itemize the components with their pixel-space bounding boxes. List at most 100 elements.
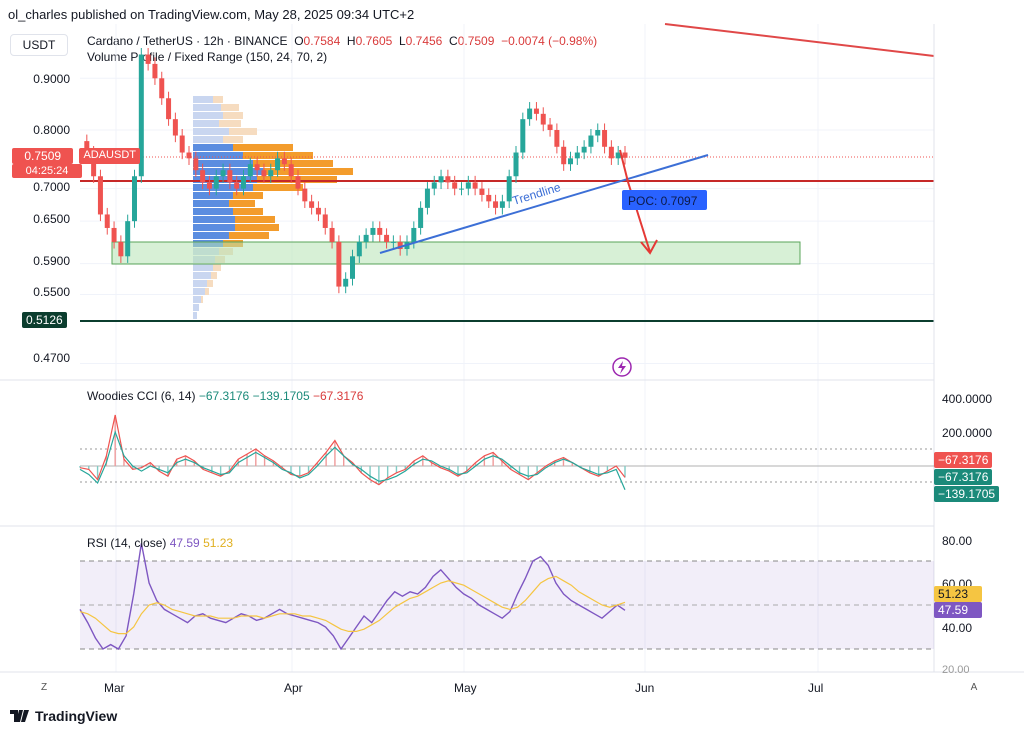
volume-bin-up [193, 272, 211, 279]
zoom-button[interactable]: Z [40, 681, 48, 693]
currency-button[interactable]: USDT [10, 34, 68, 56]
candle-body [220, 170, 226, 177]
poc-box [622, 190, 707, 210]
candle-body [322, 214, 328, 228]
rsi-ma-value: 51.23 [203, 536, 234, 550]
volume-bin-up [193, 216, 235, 223]
candle-body [452, 182, 458, 189]
candle-body [193, 158, 199, 171]
candle-body [111, 227, 117, 242]
volume-bin-up [193, 232, 229, 239]
cci-value-1: −67.3176 [198, 389, 250, 403]
volume-bin-down [219, 120, 241, 127]
candle-body [275, 158, 281, 171]
volume-profile [193, 96, 353, 319]
candle-body [561, 146, 567, 165]
last-price-tag: 0.7509 ADAUSDT 04:25:24 [12, 148, 140, 178]
price-tick: 0.9000 [33, 72, 70, 86]
candle-body [309, 201, 315, 208]
volume-bin-up [193, 112, 223, 119]
high-value: 0.7605 [355, 34, 393, 48]
candle-body [104, 214, 110, 228]
volume-bin-up [193, 280, 207, 287]
volume-bin-down [229, 200, 255, 207]
candle-body [527, 108, 533, 120]
trendline-label: Trendline [511, 180, 563, 208]
symbol-legend[interactable]: Cardano / TetherUS · 12h · BINANCE O0.75… [87, 34, 597, 48]
candle-body [186, 152, 192, 159]
cci-value-3: −67.3176 [312, 389, 364, 403]
candle-body [431, 182, 437, 189]
cci-tick: 400.0000 [942, 392, 993, 406]
candle-body [390, 241, 396, 243]
candle-body [459, 188, 464, 190]
candle-body [370, 227, 376, 235]
candle-body [377, 227, 383, 235]
candle-body [268, 170, 274, 177]
candle-body [493, 201, 499, 208]
candle-body [91, 152, 97, 177]
candle-body [261, 170, 267, 177]
candle-body [465, 182, 471, 189]
auto-scale-button[interactable]: A [970, 681, 978, 693]
candle-body [281, 158, 287, 165]
candle-body [615, 152, 621, 159]
cci-value-2: −139.1705 [252, 389, 310, 403]
volume-bin-down [229, 232, 269, 239]
volume-bin-down [213, 264, 221, 271]
rsi-legend[interactable]: RSI (14, close) 47.59 51.23 [87, 536, 233, 550]
candle-body [479, 188, 485, 195]
cci-legend[interactable]: Woodies CCI (6, 14) −67.3176 −139.1705 −… [87, 389, 363, 403]
cci-line-2 [79, 430, 626, 490]
volume-bin-up [193, 128, 229, 135]
cci-tag: −67.3176 [934, 469, 993, 485]
volume-bin-down [253, 184, 303, 191]
cci-line-1 [79, 414, 626, 486]
arrow-head [640, 239, 658, 255]
low-value: 0.7456 [405, 34, 443, 48]
candle-body [574, 152, 580, 159]
candle-body [384, 234, 390, 242]
rsi-ma-tag: 51.23 [934, 586, 982, 602]
candle-body [288, 164, 294, 177]
volume-bin-down [263, 168, 353, 175]
candle-body [227, 170, 233, 183]
volume-bin-up [193, 120, 219, 127]
cci-tick: 200.0000 [942, 426, 993, 440]
rsi-title: RSI (14, close) [87, 536, 167, 550]
volume-bin-down [233, 208, 263, 215]
price-tick: 0.4700 [33, 351, 70, 365]
candle-body [513, 152, 519, 177]
candle-body [397, 241, 403, 250]
price-tick: 0.5900 [33, 254, 70, 268]
volume-bin-up [193, 200, 229, 207]
candle-body [295, 176, 301, 189]
x-tick: May [454, 681, 477, 695]
candle-body [343, 278, 349, 287]
volume-bin-down [233, 192, 263, 199]
demand-zone [111, 241, 801, 265]
candle-body [166, 98, 172, 120]
projection-arrow [619, 149, 651, 253]
open-value: 0.7584 [303, 34, 341, 48]
candle-body [206, 182, 212, 189]
volume-bin-up [193, 96, 213, 103]
candle-body [247, 164, 253, 177]
x-tick: Jul [808, 681, 824, 695]
candle-body [125, 221, 131, 257]
tradingview-logo[interactable]: TradingView [10, 708, 117, 724]
candle-body [132, 176, 137, 222]
candle-body [602, 130, 608, 147]
x-tick: Jun [635, 681, 655, 695]
candle-body [622, 152, 628, 158]
candle-body [581, 146, 587, 153]
candle-body [145, 54, 151, 64]
bar-countdown: 04:25:24 [12, 164, 82, 178]
candle-body [520, 119, 526, 153]
candle-body [418, 207, 424, 228]
lightning-icon [612, 357, 632, 377]
volume-bin-down [223, 136, 243, 143]
volume-bin-up [193, 152, 243, 159]
high-label: H [346, 34, 356, 48]
